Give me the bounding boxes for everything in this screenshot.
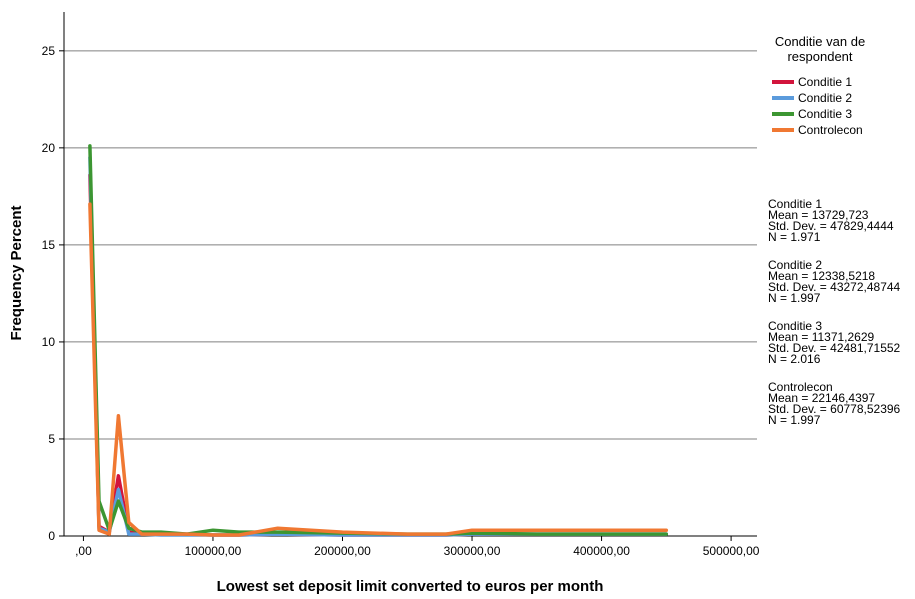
y-tick-label: 5 — [48, 432, 55, 446]
legend-item: Conditie 1 — [760, 74, 910, 90]
series-line-conditie-1 — [88, 173, 669, 537]
legend-label: Controlecon — [798, 123, 863, 137]
stat-n: N = 1.997 — [768, 291, 821, 305]
legend-item: Controlecon — [760, 122, 910, 138]
stat-block: Controlecon Mean = 22146,4397 Std. Dev. = … — [768, 380, 901, 427]
stat-block: Conditie 3 Mean = 11371,2629 Std. Dev. = 4… — [768, 319, 901, 366]
y-tick-label: 15 — [42, 238, 56, 252]
x-tick-label: 300000,00 — [444, 544, 501, 558]
series-lines — [88, 144, 669, 537]
stat-label: Conditie 3 — [768, 319, 823, 333]
legend-swatch — [772, 80, 794, 84]
stat-label: Conditie 1 — [768, 197, 823, 211]
y-axis-title: Frequency Percent — [8, 205, 25, 340]
stat-mean: Mean = 11371,2629 — [768, 330, 875, 344]
y-tick-label: 20 — [42, 141, 56, 155]
legend-label: Conditie 1 — [798, 75, 853, 89]
legend-item: Conditie 2 — [760, 90, 910, 106]
stat-n: N = 1.997 — [768, 413, 821, 427]
stat-label: Conditie 2 — [768, 258, 823, 272]
axes — [59, 12, 757, 541]
stat-n: N = 1.971 — [768, 230, 821, 244]
x-tick-label: 200000,00 — [314, 544, 371, 558]
legend-swatch — [772, 96, 794, 100]
stat-n: N = 2.016 — [768, 352, 821, 366]
gridlines — [64, 50, 757, 440]
stat-block: Conditie 2 Mean = 12338,5218 Std. Dev. = 4… — [768, 258, 901, 305]
y-tick-label: 10 — [42, 335, 56, 349]
x-tick-label: 100000,00 — [185, 544, 242, 558]
legend-item: Conditie 3 — [760, 106, 910, 122]
stat-sd: Std. Dev. = 43272,48744 — [768, 280, 901, 294]
series-statistics: Conditie 1 Mean = 13729,723 Std. Dev. = 47… — [768, 197, 901, 443]
legend: Conditie van de respondent Conditie 1 Con… — [760, 34, 910, 138]
stat-sd: Std. Dev. = 42481,71552 — [768, 341, 901, 355]
stat-mean: Mean = 13729,723 — [768, 208, 869, 222]
x-tick-labels: ,00 100000,00 200000,00 300000,00 400000,00 5… — [75, 544, 760, 558]
stat-sd: Std. Dev. = 60778,52396 — [768, 402, 901, 416]
series-line-conditie-3 — [88, 144, 669, 536]
x-tick-label: ,00 — [75, 544, 92, 558]
stat-sd: Std. Dev. = 47829,4444 — [768, 219, 894, 233]
stat-label: Controlecon — [768, 380, 833, 394]
y-tick-label: 0 — [48, 529, 55, 543]
legend-label: Conditie 3 — [798, 107, 853, 121]
y-tick-labels: 0 5 10 15 20 25 — [42, 44, 56, 543]
stat-mean: Mean = 12338,5218 — [768, 269, 876, 283]
series-line-conditie-2 — [88, 155, 669, 537]
legend-title: Conditie van de respondent — [774, 34, 866, 64]
x-tick-label: 500000,00 — [703, 544, 760, 558]
stat-mean: Mean = 22146,4397 — [768, 391, 876, 405]
y-tick-label: 25 — [42, 44, 56, 58]
legend-label: Conditie 2 — [798, 91, 853, 105]
x-axis-title: Lowest set deposit limit converted to eu… — [217, 578, 604, 595]
legend-items: Conditie 1 Conditie 2 Conditie 3 Controleco… — [760, 74, 910, 138]
series-line-controlecon — [88, 202, 669, 537]
x-tick-label: 400000,00 — [573, 544, 630, 558]
stat-block: Conditie 1 Mean = 13729,723 Std. Dev. = 47… — [768, 197, 900, 244]
legend-swatch — [772, 128, 794, 132]
legend-swatch — [772, 112, 794, 116]
